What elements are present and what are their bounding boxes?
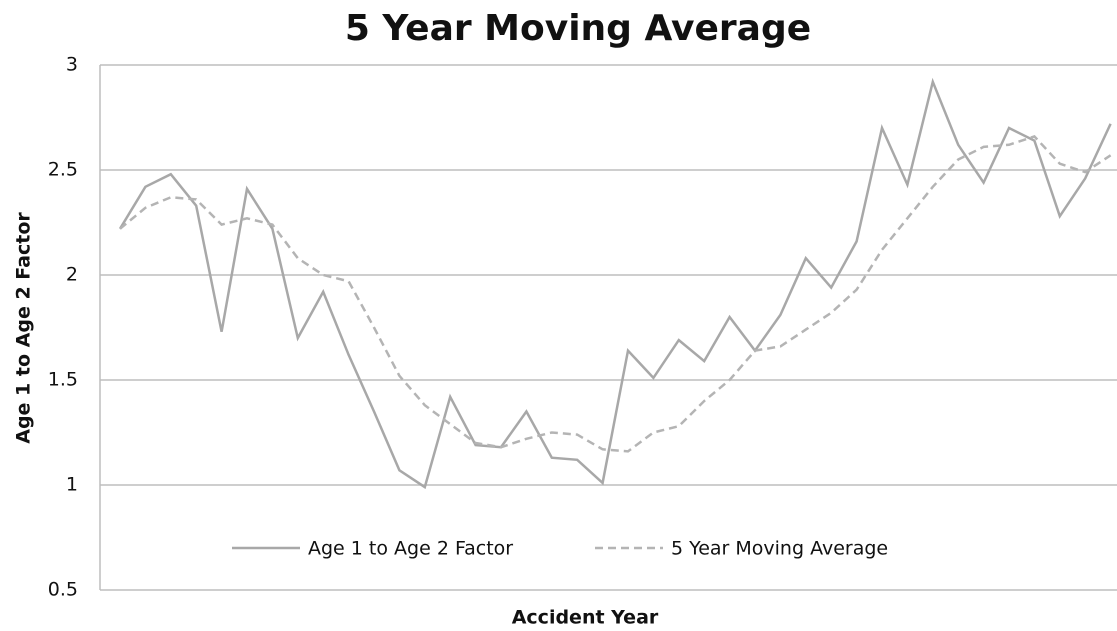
line (118, 77, 1112, 490)
y-tick-label: 0.5 (48, 579, 78, 601)
y-tick-label: 1 (66, 474, 78, 496)
line (119, 134, 1112, 453)
y-tick-label: 2 (66, 264, 78, 286)
y-tick-label: 3 (66, 54, 78, 76)
y-axis-label: Age 1 to Age 2 Factor (13, 212, 35, 444)
y-tick-label: 2.5 (48, 159, 78, 181)
legend-label: Age 1 to Age 2 Factor (308, 538, 513, 560)
y-tick-label: 1.5 (48, 369, 78, 391)
x-axis-label: Accident Year (512, 607, 659, 629)
chart-title: 5 Year Moving Average (345, 8, 811, 49)
legend-label: 5 Year Moving Average (671, 538, 888, 560)
